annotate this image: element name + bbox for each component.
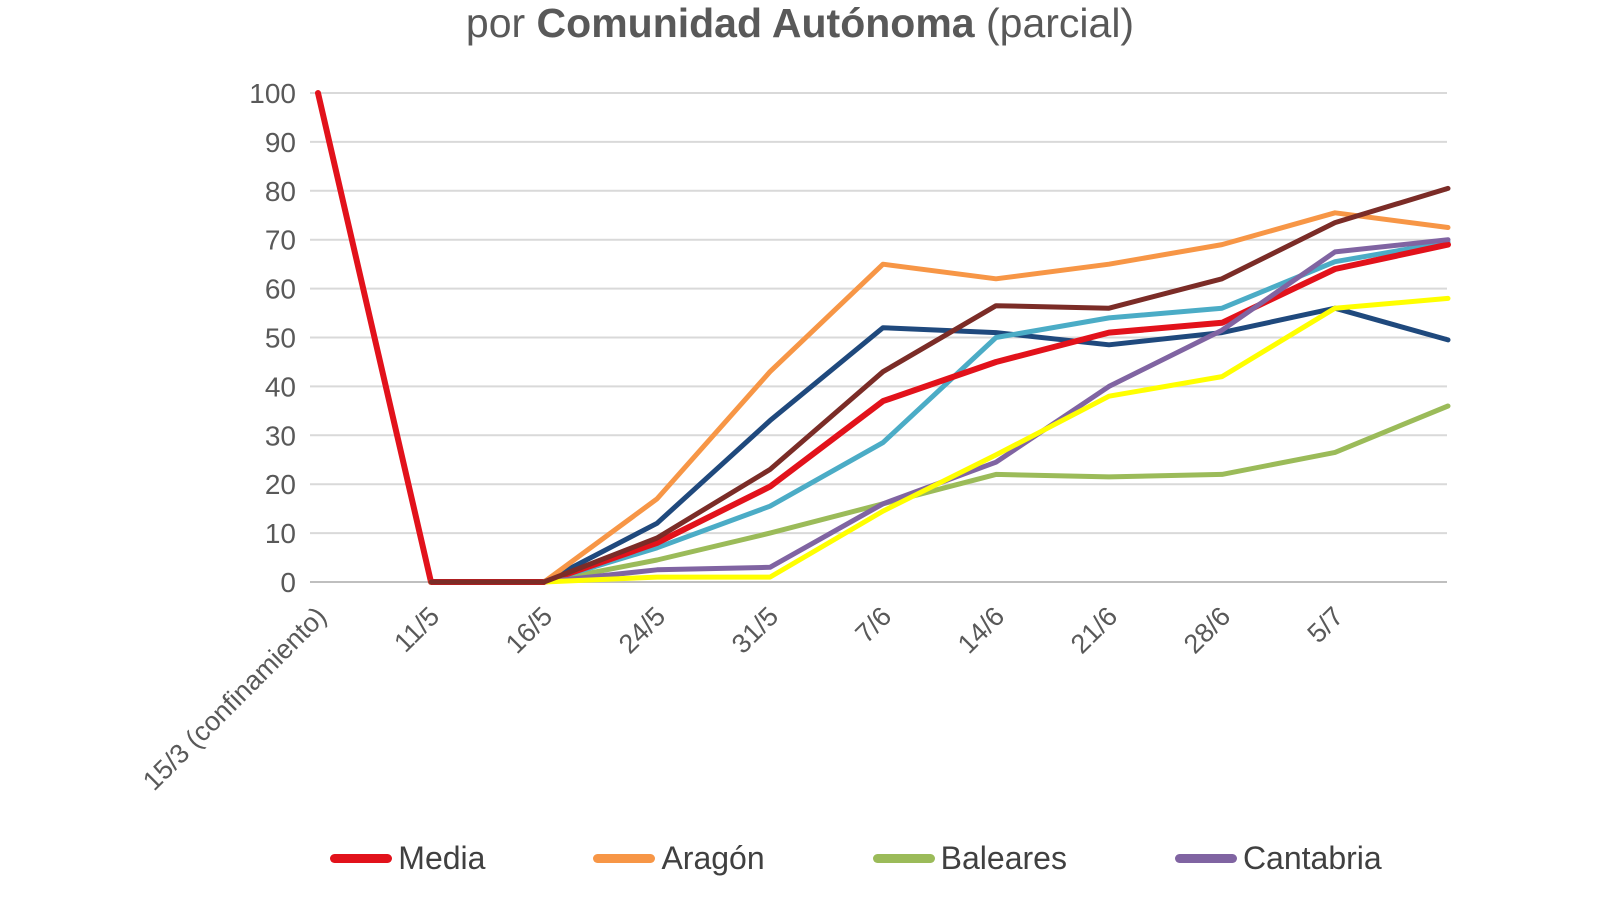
chart-title: por Comunidad Autónoma (parcial) bbox=[0, 0, 1600, 47]
legend-label-aragon: Aragón bbox=[661, 840, 765, 876]
y-tick-label: 60 bbox=[265, 274, 296, 305]
series-line-yellow bbox=[428, 295, 1451, 585]
legend-item-cantabria: Cantabria bbox=[1174, 840, 1382, 877]
legend-swatch-baleares bbox=[872, 854, 935, 863]
line-chart: 0 10 20 30 40 50 60 70 80 90 100 15/3 (confinamient… bbox=[137, 78, 1451, 796]
x-tick-label: 21/6 bbox=[1065, 601, 1123, 659]
x-tick-label: 31/5 bbox=[726, 601, 784, 659]
y-tick-label: 70 bbox=[265, 225, 296, 256]
y-tick-label: 20 bbox=[265, 469, 296, 500]
y-tick-label: 50 bbox=[265, 323, 296, 354]
x-tick-label: 28/6 bbox=[1178, 601, 1236, 659]
x-tick-label: 7/6 bbox=[849, 601, 897, 649]
gridlines bbox=[310, 92, 1447, 583]
legend-label-baleares: Baleares bbox=[940, 840, 1067, 876]
legend-item-media: Media bbox=[330, 840, 485, 877]
x-tick-label: 16/5 bbox=[500, 601, 558, 659]
x-tick-label: 24/5 bbox=[613, 601, 671, 659]
x-tick-label: 5/7 bbox=[1301, 601, 1349, 649]
x-axis-labels: 15/3 (confinamiento) 11/5 16/5 24/5 31/5 7/6 1… bbox=[137, 601, 1349, 796]
legend-swatch-cantabria bbox=[1174, 854, 1237, 863]
series-line-baleares bbox=[428, 403, 1451, 585]
series-line-maroon bbox=[428, 185, 1451, 585]
chart-legend: Media Aragón Baleares Cantabria bbox=[0, 840, 1600, 877]
x-tick-label: 14/6 bbox=[952, 601, 1010, 659]
y-tick-label: 90 bbox=[265, 127, 296, 158]
x-tick-label: 15/3 (confinamiento) bbox=[137, 601, 332, 796]
x-tick-label: 11/5 bbox=[388, 601, 445, 658]
y-tick-label: 30 bbox=[265, 420, 296, 451]
chart-title-prefix: por bbox=[465, 0, 537, 46]
series-line-teal bbox=[428, 239, 1451, 585]
y-axis-labels: 0 10 20 30 40 50 60 70 80 90 100 bbox=[249, 78, 296, 598]
y-tick-label: 40 bbox=[265, 371, 296, 402]
legend-swatch-media bbox=[330, 854, 393, 863]
y-tick-label: 0 bbox=[280, 567, 296, 598]
chart-title-bold: Comunidad Autónoma bbox=[536, 0, 975, 46]
legend-swatch-aragon bbox=[593, 854, 656, 863]
chart-title-suffix: (parcial) bbox=[974, 0, 1135, 46]
series-line-aragon bbox=[428, 210, 1451, 585]
y-tick-label: 100 bbox=[249, 78, 296, 109]
legend-item-baleares: Baleares bbox=[872, 840, 1067, 877]
series-line-navy bbox=[428, 305, 1451, 585]
y-tick-label: 10 bbox=[265, 518, 296, 549]
y-tick-label: 80 bbox=[265, 176, 296, 207]
legend-label-cantabria: Cantabria bbox=[1242, 840, 1382, 876]
legend-label-media: Media bbox=[398, 840, 486, 876]
legend-item-aragon: Aragón bbox=[593, 840, 765, 877]
